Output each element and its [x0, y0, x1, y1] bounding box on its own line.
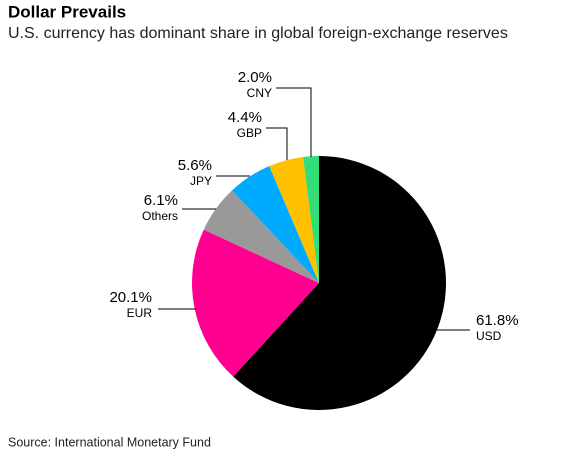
- pie-slice: [203, 190, 319, 283]
- category-label: GBP: [237, 126, 262, 140]
- value-label: 6.1%: [144, 192, 178, 209]
- pie-slice: [233, 156, 447, 410]
- category-label: Others: [142, 209, 178, 223]
- pie-slice: [303, 156, 319, 283]
- category-label: JPY: [190, 174, 212, 188]
- category-label: EUR: [127, 306, 153, 320]
- source: Source: International Monetary Fund: [8, 435, 211, 449]
- pie-slice: [269, 157, 319, 283]
- leader-line: [266, 127, 288, 160]
- chart-title: Dollar Prevails: [8, 2, 126, 21]
- value-label: 2.0%: [238, 69, 272, 86]
- value-label: 4.4%: [228, 109, 262, 126]
- category-label: CNY: [247, 86, 272, 100]
- value-label: 5.6%: [178, 157, 212, 174]
- chart-subtitle: U.S. currency has dominant share in glob…: [8, 25, 508, 42]
- leader-line: [276, 87, 312, 157]
- pie-slice: [192, 229, 319, 377]
- pie-slice: [232, 166, 319, 283]
- value-label: 20.1%: [109, 289, 152, 306]
- value-label: 61.8%: [476, 312, 519, 329]
- category-label: USD: [476, 329, 502, 343]
